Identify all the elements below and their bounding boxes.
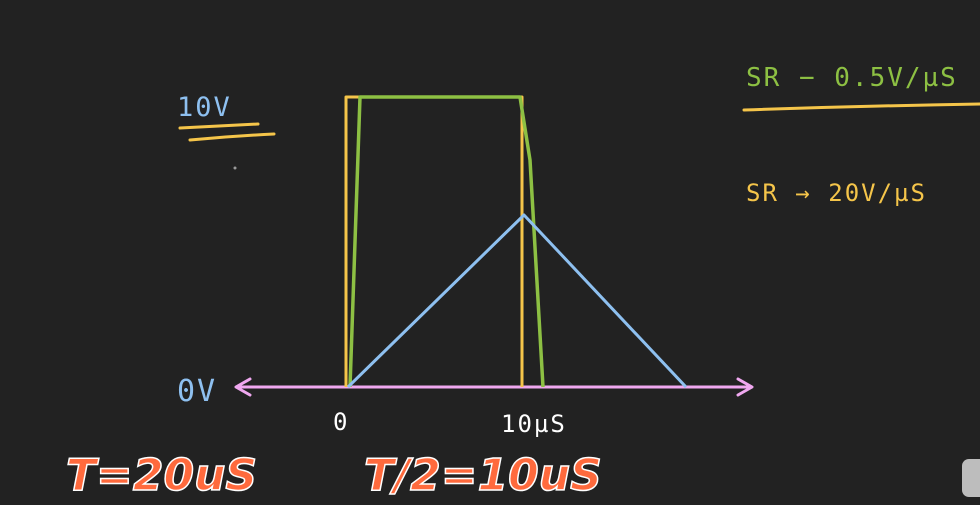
label-t-10us: 10µS bbox=[501, 410, 567, 438]
label-sr-fast: SR → 20V/µS bbox=[746, 179, 927, 207]
output-slow-slew-wave bbox=[346, 213, 688, 389]
label-10v-underline-2 bbox=[188, 132, 276, 142]
output-fast-slew-wave bbox=[348, 95, 545, 388]
title-half-period: T/2=10uS bbox=[364, 450, 602, 501]
corner-widget bbox=[962, 459, 980, 497]
label-t-zero: 0 bbox=[333, 408, 349, 436]
title-period: T=20uS bbox=[66, 450, 257, 501]
label-sr-slow: SR − 0.5V/µS bbox=[746, 63, 958, 93]
label-10v: 10V bbox=[177, 92, 232, 123]
label-sr-slow-underline bbox=[742, 102, 980, 112]
label-0v: 0V bbox=[177, 374, 217, 409]
time-axis bbox=[234, 377, 754, 397]
ink-dot bbox=[233, 166, 237, 170]
label-10v-underline bbox=[178, 122, 260, 130]
